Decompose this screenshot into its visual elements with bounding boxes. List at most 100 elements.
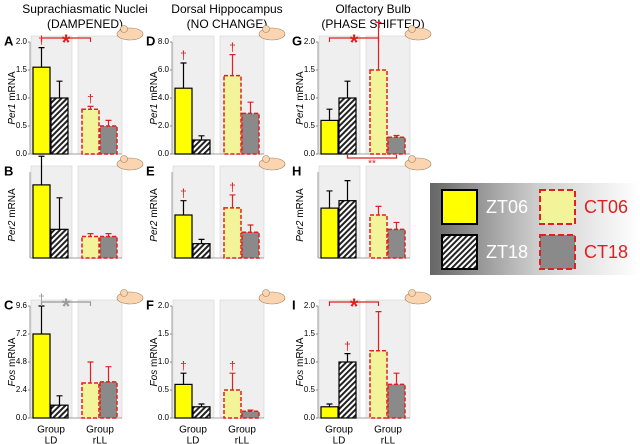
significance-dagger: †: [180, 48, 187, 62]
mouse-ear: [120, 155, 128, 163]
y-tick-label: 2.0: [16, 37, 28, 46]
y-label-gene: Fos: [149, 370, 160, 387]
panel-letter: E: [146, 163, 155, 178]
error-bar: [393, 134, 400, 138]
legend-swatch: [441, 189, 478, 225]
y-tick-label: 0.0: [304, 413, 316, 422]
significance-star: **: [368, 159, 376, 170]
group-label: Group: [325, 425, 353, 436]
error-bar: [229, 194, 236, 208]
bar: [192, 406, 211, 419]
mouse-ear: [120, 25, 128, 33]
column-title: Dorsal Hippocampus: [171, 2, 282, 16]
error-bar: [375, 311, 382, 351]
significance-star: *: [62, 294, 71, 319]
group-label: Group: [228, 425, 256, 436]
y-label-unit: mRNA: [295, 337, 306, 367]
significance-star: *: [350, 294, 359, 319]
bar: [192, 139, 211, 155]
error-bar: [247, 409, 254, 412]
y-tick-label: 4.0: [158, 93, 170, 102]
error-bar: [344, 180, 351, 201]
error-bar: [247, 224, 254, 233]
y-label-unit: mRNA: [295, 71, 306, 101]
bar: [32, 333, 51, 419]
bar: [50, 404, 69, 419]
bar: [369, 350, 388, 419]
legend-label: ZT06: [486, 197, 528, 217]
significance-dagger: †: [180, 186, 187, 200]
y-axis-label: Fos mRNA: [149, 337, 160, 386]
y-label-unit: mRNA: [7, 188, 18, 218]
bar: [320, 406, 339, 419]
error-bar: [198, 403, 205, 407]
y-tick-label: 0.5: [16, 121, 28, 130]
significance-dagger: †: [87, 92, 94, 106]
bracket: [40, 37, 92, 42]
bar: [369, 214, 388, 259]
panel-letter: G: [292, 33, 302, 48]
y-tick-label: 0.0: [158, 149, 170, 158]
legend-label: CT18: [584, 242, 628, 262]
y-tick-label: 2.0: [304, 37, 316, 46]
y-tick-label: 4.8: [16, 357, 28, 366]
error-bar: [326, 403, 333, 407]
bar: [81, 108, 100, 155]
panel-letter: F: [146, 297, 154, 312]
error-bar: [38, 155, 45, 185]
group-label: Group: [86, 425, 114, 436]
bar: [81, 235, 100, 259]
error-bar: [393, 372, 400, 385]
bar: [338, 361, 357, 419]
bar: [223, 389, 242, 419]
y-tick-label: 9.6: [16, 301, 28, 310]
error-bar: [198, 238, 205, 244]
y-tick-label: 0.5: [304, 385, 316, 394]
y-tick-label: 2.0: [304, 301, 316, 310]
error-bar: [375, 205, 382, 215]
error-bar: [56, 395, 63, 406]
panel-letter: A: [4, 33, 14, 48]
y-tick-label: 0.0: [16, 413, 28, 422]
panel-letter: D: [146, 33, 155, 48]
y-label-gene: Per2: [7, 220, 18, 242]
bar: [320, 207, 339, 259]
y-tick-label: 0.0: [16, 149, 28, 158]
y-tick-label: 0.5: [304, 121, 316, 130]
bar: [241, 410, 260, 419]
y-tick-label: 0.5: [158, 385, 170, 394]
y-label-gene: Per2: [149, 220, 160, 242]
bar: [387, 383, 406, 419]
bracket: [346, 155, 398, 159]
mouse-ear: [408, 155, 416, 163]
bar: [338, 200, 357, 259]
y-label-gene: Per2: [295, 220, 306, 242]
panel-letter: H: [292, 163, 301, 178]
group-name: LD: [45, 436, 58, 444]
group-name: LD: [333, 436, 346, 444]
legend-swatch: [441, 234, 478, 270]
group-name: rLL: [235, 436, 250, 444]
mouse-ear: [408, 25, 416, 33]
bar: [192, 243, 211, 259]
error-bar: [198, 135, 205, 140]
bar: [32, 66, 51, 155]
group-name: rLL: [93, 436, 108, 444]
bar: [81, 382, 100, 419]
y-label-unit: mRNA: [295, 188, 306, 218]
bar: [174, 214, 193, 259]
y-label-gene: Per1: [7, 104, 18, 125]
error-bar: [105, 233, 112, 237]
significance-dagger: †: [344, 339, 351, 353]
error-bar: [38, 47, 45, 68]
y-tick-label: 1.0: [158, 357, 170, 366]
y-tick-label: 8.0: [158, 37, 170, 46]
y-axis-label: Per2 mRNA: [7, 188, 18, 242]
error-bar: [56, 80, 63, 98]
y-tick-label: 2.4: [16, 385, 28, 394]
bar: [223, 207, 242, 259]
group-label: Group: [179, 425, 207, 436]
mouse-ear: [408, 289, 416, 297]
error-bar: [247, 101, 254, 114]
